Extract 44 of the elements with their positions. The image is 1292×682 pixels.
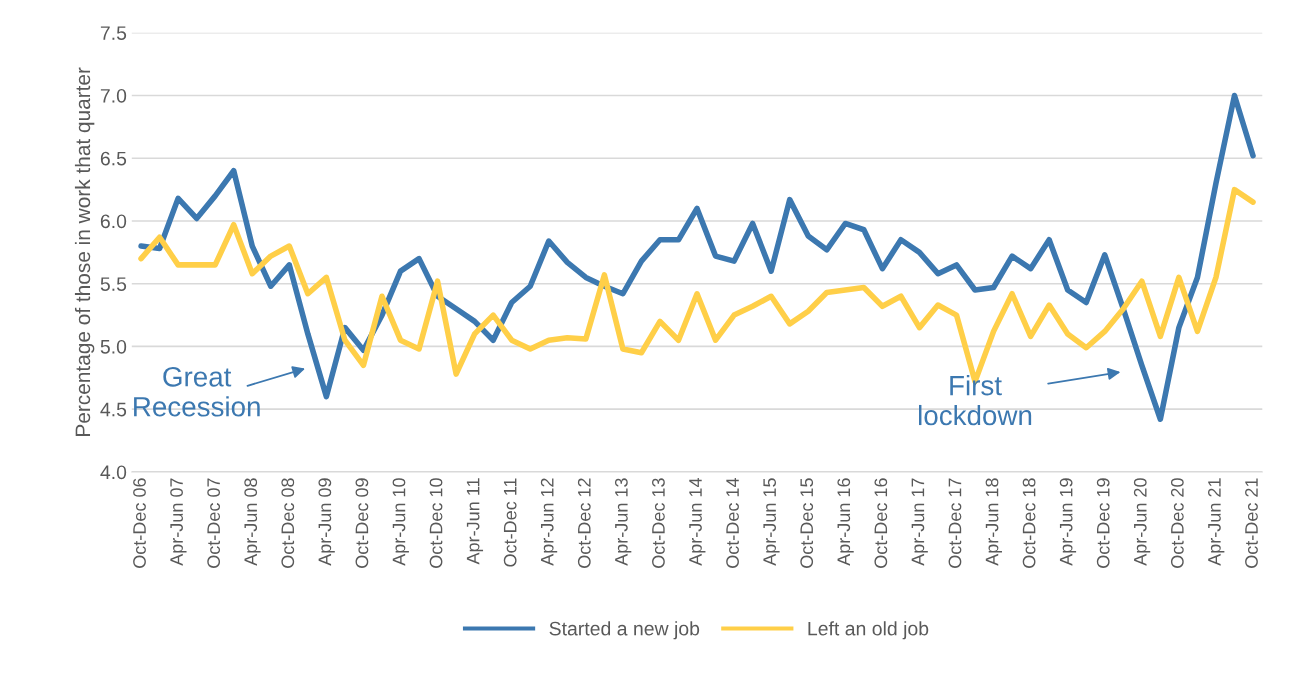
x-tick-label: Oct-Dec 08 <box>281 478 295 568</box>
x-tick-label: Apr-Jun 08 <box>244 478 261 566</box>
legend-label: Left an old job <box>808 621 929 640</box>
y-tick-label: 5.0 <box>100 339 127 354</box>
x-tick-label: Oct-Dec 10 <box>429 478 443 568</box>
x-tick-label: Apr-Jun 16 <box>837 478 854 566</box>
x-tick-label: Apr-Jun 17 <box>911 478 928 566</box>
x-tick-label: Apr-Jun 11 <box>466 478 484 565</box>
x-tick-label: Oct-Dec 20 <box>1170 478 1184 568</box>
x-tick-label: Apr-Jun 12 <box>540 478 558 566</box>
x-tick-label: Apr-Jun 19 <box>1059 478 1077 566</box>
y-axis-title: Percentage of those in work that quarter <box>74 67 95 436</box>
x-tick-label: Oct-Dec 18 <box>1022 478 1036 568</box>
y-tick-label: 5.5 <box>100 277 127 291</box>
x-tick-label: Oct-Dec 19 <box>1096 478 1110 568</box>
x-tick-label: Apr-Jun 07 <box>170 478 187 566</box>
y-tick-label: 7.5 <box>100 26 127 40</box>
x-tick-label: Apr-Jun 09 <box>318 478 335 566</box>
x-tick-label: Oct-Dec 14 <box>726 478 739 568</box>
y-tick-label: 6.0 <box>100 214 127 229</box>
x-tick-label: Apr-Jun 21 <box>1208 478 1225 566</box>
annotation: First lockdown <box>919 375 1032 426</box>
x-tick-label: Oct-Dec 06 <box>133 478 146 568</box>
x-tick-label: Oct-Dec 09 <box>355 478 369 568</box>
y-tick-label: 6.5 <box>100 151 127 166</box>
x-tick-label: Oct-Dec 11 <box>503 478 517 567</box>
y-tick-label: 4.5 <box>100 402 127 417</box>
x-tick-label: Oct-Dec 15 <box>800 478 814 568</box>
x-tick-label: Oct-Dec 21 <box>1245 478 1258 568</box>
x-tick-label: Apr-Jun 14 <box>689 478 706 566</box>
x-tick-label: Apr-Jun 13 <box>614 478 632 566</box>
x-tick-label: Apr-Jun 10 <box>392 478 409 566</box>
y-tick-label: 7.0 <box>100 88 127 103</box>
x-tick-label: Oct-Dec 12 <box>577 478 591 568</box>
x-tick-label: Oct-Dec 17 <box>948 478 962 568</box>
x-tick-label: Apr-Jun 20 <box>1133 478 1151 566</box>
y-tick-label: 4.0 <box>100 465 127 480</box>
x-tick-label: Oct-Dec 16 <box>874 478 888 568</box>
annotation: Great Recession <box>134 366 260 417</box>
legend-label: Started a new job <box>549 621 700 640</box>
x-tick-label: Oct-Dec 07 <box>207 478 221 568</box>
x-tick-label: Oct-Dec 13 <box>652 478 665 568</box>
x-tick-label: Apr-Jun 18 <box>985 478 1002 566</box>
x-tick-label: Apr-Jun 15 <box>763 478 780 566</box>
